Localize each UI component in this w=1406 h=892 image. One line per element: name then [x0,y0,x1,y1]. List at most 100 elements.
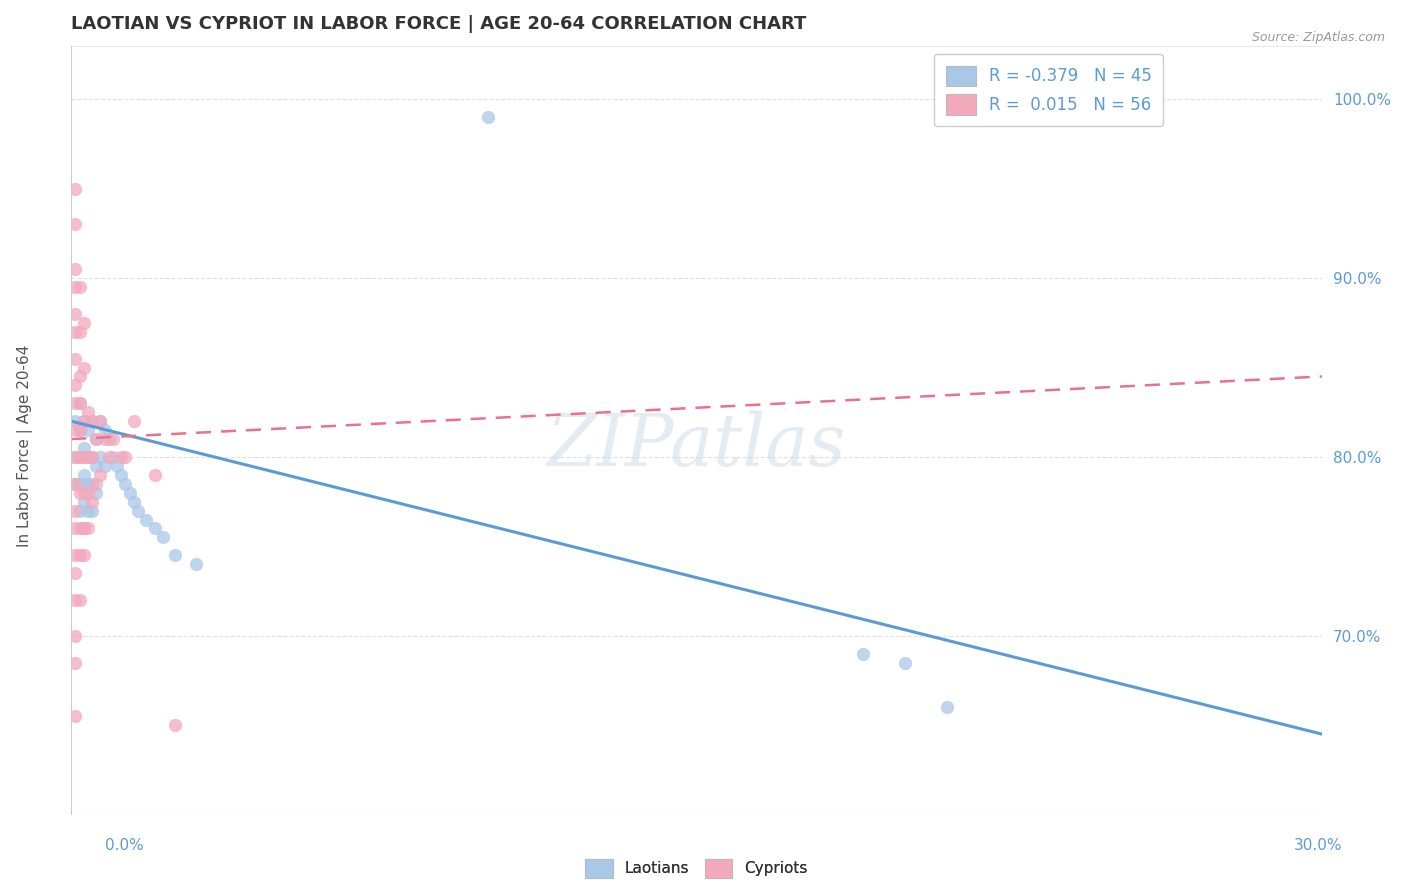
Point [73,360,96,375]
Point [73,485,96,500]
Point [105,458,128,473]
Point [73,494,96,508]
Point [84,476,107,491]
Point [77,476,100,491]
Point [165,718,187,732]
Point [77,450,100,464]
Text: ZIPatlas: ZIPatlas [547,410,846,481]
Point [80,450,103,464]
Point [65,182,87,196]
Point [73,316,96,330]
Legend: Laotians, Cypriots: Laotians, Cypriots [579,853,814,884]
Point [77,521,100,535]
Point [165,549,187,563]
Point [65,280,87,294]
Point [852,647,875,661]
Point [73,414,96,428]
Point [143,467,166,482]
Point [110,450,132,464]
Point [65,307,87,321]
Point [65,521,87,535]
Point [186,558,208,572]
Point [65,629,87,643]
Point [77,485,100,500]
Point [65,566,87,581]
Point [65,656,87,670]
Point [80,414,103,428]
Point [65,503,87,517]
Point [65,549,87,563]
Point [77,450,100,464]
Point [93,432,115,446]
Point [80,414,103,428]
Point [84,458,107,473]
Point [84,432,107,446]
Point [114,450,136,464]
Point [89,450,111,464]
Point [69,485,91,500]
Point [73,549,96,563]
Point [73,441,96,455]
Point [101,432,124,446]
Point [143,521,166,535]
Point [110,467,132,482]
Point [65,218,87,232]
Point [69,396,91,410]
Point [69,503,91,517]
Point [73,521,96,535]
Point [477,110,499,124]
Point [65,476,87,491]
Point [65,378,87,392]
Point [65,351,87,366]
Point [89,467,111,482]
Point [77,423,100,437]
Text: In Labor Force | Age 20-64: In Labor Force | Age 20-64 [17,345,34,547]
Point [69,423,91,437]
Point [65,262,87,277]
Point [73,521,96,535]
Point [77,405,100,419]
Point [69,593,91,607]
Point [118,485,141,500]
Point [73,467,96,482]
Text: 30.0%: 30.0% [1295,838,1343,854]
Point [77,503,100,517]
Text: LAOTIAN VS CYPRIOT IN LABOR FORCE | AGE 20-64 CORRELATION CHART: LAOTIAN VS CYPRIOT IN LABOR FORCE | AGE … [72,15,807,33]
Point [69,396,91,410]
Point [65,450,87,464]
Point [65,325,87,339]
Point [73,414,96,428]
Point [152,530,174,544]
Point [65,423,87,437]
Point [122,414,145,428]
Point [122,494,145,508]
Point [135,512,157,526]
Point [69,450,91,464]
Text: 0.0%: 0.0% [105,838,145,854]
Text: Source: ZipAtlas.com: Source: ZipAtlas.com [1251,31,1385,45]
Point [69,325,91,339]
Point [65,414,87,428]
Point [80,450,103,464]
Point [80,476,103,491]
Point [80,503,103,517]
Point [65,450,87,464]
Point [114,476,136,491]
Point [89,414,111,428]
Point [69,521,91,535]
Point [69,476,91,491]
Point [65,593,87,607]
Point [73,450,96,464]
Point [89,414,111,428]
Point [69,280,91,294]
Point [65,476,87,491]
Point [84,432,107,446]
Point [69,369,91,384]
Point [93,458,115,473]
Point [69,549,91,563]
Point [127,503,149,517]
Point [93,423,115,437]
Point [84,485,107,500]
Point [69,450,91,464]
Point [97,432,120,446]
